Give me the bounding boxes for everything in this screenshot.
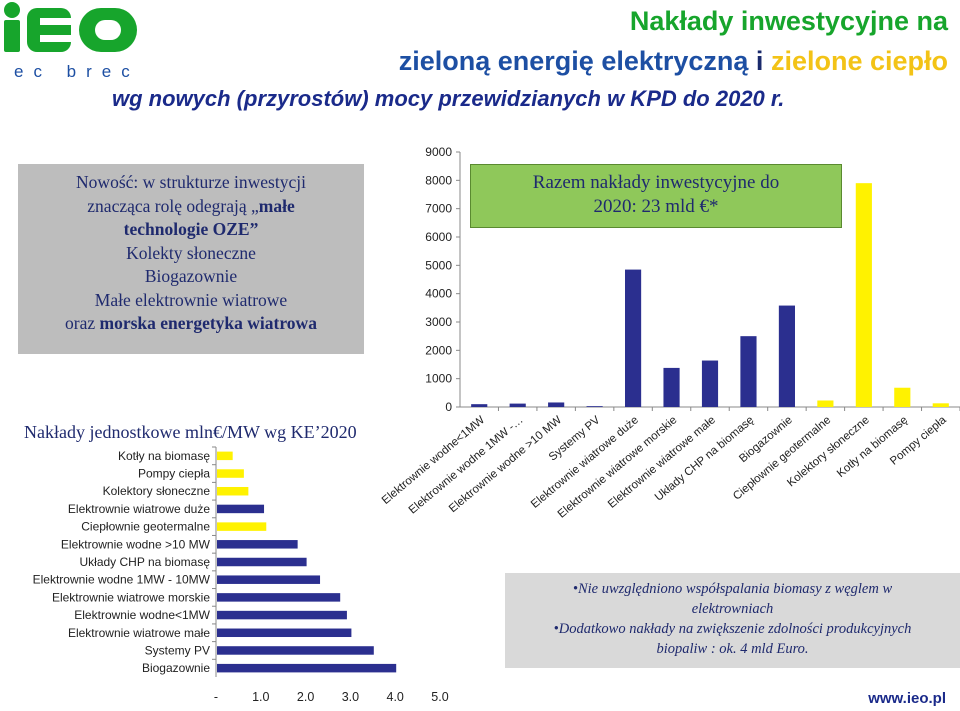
y-tick-label: Biogazownie (142, 661, 210, 675)
y-tick-label: 4000 (425, 287, 452, 301)
bar (663, 367, 680, 407)
bar (217, 575, 321, 584)
y-tick-label: 6000 (425, 230, 452, 244)
y-tick-label: Kotły na biomasę (118, 449, 210, 463)
novelty-box: Nowość: w strukturze inwestycji znacząca… (18, 164, 364, 354)
x-tick-label: 4.0 (387, 690, 404, 704)
x-tick-label: 1.0 (252, 690, 269, 704)
y-tick-label: 8000 (425, 173, 452, 187)
notes-box: •Nie uwzględniono współspalania biomasy … (505, 573, 960, 668)
note-1: •Nie uwzględniono współspalania biomasy … (572, 581, 893, 597)
y-tick-label: 0 (445, 400, 452, 414)
y-tick-label: 9000 (425, 145, 452, 159)
y-tick-label: Systemy PV (145, 643, 210, 657)
x-tick-label: 3.0 (342, 690, 359, 704)
total-investment-box: Razem nakłady inwestycyjne do 2020: 23 m… (470, 164, 842, 228)
bar (471, 404, 488, 407)
bar (217, 486, 249, 496)
y-tick-label: Ciepłownie geotermalne (81, 520, 210, 534)
unit-cost-bar-chart: Kotły na biomasę Pompy ciepła Kolektory sł… (33, 446, 449, 704)
y-tick-label: 1000 (425, 372, 452, 386)
unit-cost-chart-title: Nakłady jednostkowe mln€/MW wg KE’2020 (24, 422, 357, 442)
y-tick-label: Pompy ciepła (138, 467, 210, 481)
note-2: •Dodatkowo nakłady na zwiększenie zdolno… (553, 621, 912, 637)
footer-url: www.ieo.pl (868, 690, 946, 707)
bar (217, 628, 352, 638)
investment-bar-chart: 0100020003000400050006000700080009000Ele… (380, 145, 960, 521)
bar (217, 540, 298, 549)
y-tick-label: Elektrownie wiatrowe małe (68, 626, 210, 640)
y-tick-label: Elektrownie wiatrowe duże (68, 502, 210, 516)
bar (217, 522, 267, 531)
total-line-2: 2020: 23 mld €* (593, 196, 719, 217)
x-tick-label: Kotły na biomasę (835, 414, 910, 480)
bar (701, 360, 719, 407)
bar (509, 403, 526, 407)
x-tick-label: 2.0 (297, 690, 314, 704)
x-tick-label: - (214, 690, 218, 704)
novelty-line-5: Biogazownie (144, 266, 238, 286)
bar (740, 336, 757, 407)
title-green-heat: zielone ciepło (770, 46, 948, 76)
y-tick-label: Elektrownie wodne 1MW - 10MW (33, 573, 211, 587)
y-tick-label: 7000 (425, 202, 452, 216)
title-green-energy: zieloną energię elektryczną (398, 46, 749, 76)
novelty-line-2: znacząca rolę odegrają „małe (87, 195, 295, 216)
note-1-cont: elektrowniach (691, 601, 774, 617)
title-line-3: wg nowych (przyrostów) mocy przewidziany… (112, 86, 785, 111)
y-tick-label: 3000 (425, 315, 452, 329)
logo-subtitle: ec brec (14, 62, 140, 81)
bar (932, 403, 949, 407)
bar (217, 646, 374, 655)
total-line-1: Razem nakłady inwestycyjne do (532, 172, 780, 193)
novelty-line-6: Małe elektrownie wiatrowe (94, 289, 288, 310)
bar (625, 269, 642, 407)
bar (217, 593, 341, 602)
bar (217, 469, 244, 478)
y-tick-label: Elektrownie wiatrowe morskie (52, 590, 210, 604)
bar (778, 305, 795, 407)
y-tick-label: Układy CHP na biomasę (79, 555, 210, 569)
novelty-line-1: Nowość: w strukturze inwestycji (76, 172, 306, 192)
bar (586, 406, 603, 407)
y-tick-label: Elektrownie wodne<1MW (74, 608, 210, 622)
ieo-logo (4, 2, 137, 52)
bar (548, 402, 565, 407)
bar (217, 504, 265, 514)
bar (894, 387, 911, 407)
y-tick-label: Kolektory słoneczne (103, 484, 211, 498)
bar (217, 610, 347, 620)
title-line-1: Nakłady inwestycyjne na (629, 6, 948, 36)
bar (217, 451, 233, 461)
note-2-cont: biopaliw : ok. 4 mld Euro. (656, 641, 809, 657)
title-line-2: zieloną energię elektryczną i zielone ci… (399, 46, 948, 77)
y-tick-label: 2000 (425, 343, 452, 357)
y-tick-label: Elektrownie wodne >10 MW (61, 537, 211, 551)
novelty-line-3: technologie OZE” (123, 219, 259, 239)
bar (217, 557, 307, 567)
bar (217, 663, 397, 673)
x-tick-label: 5.0 (431, 690, 448, 704)
novelty-line-4: Kolekty słoneczne (126, 242, 256, 263)
y-tick-label: 5000 (425, 258, 452, 272)
bar (855, 183, 872, 407)
title-and: i (755, 46, 764, 76)
novelty-line-7: oraz morska energetyka wiatrowa (65, 313, 317, 333)
bar (817, 400, 834, 407)
